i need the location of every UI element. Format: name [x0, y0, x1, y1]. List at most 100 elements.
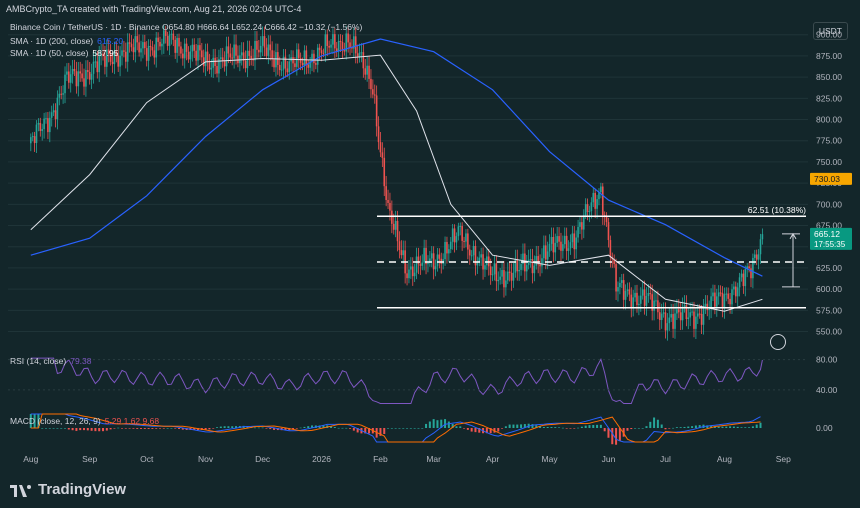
- candle-body: [265, 47, 268, 56]
- candle-body: [579, 222, 581, 227]
- candle-body: [641, 289, 644, 296]
- candle-body: [662, 312, 665, 314]
- candle-body: [182, 53, 184, 59]
- candle-body: [286, 68, 289, 73]
- macd-histogram-bar: [523, 424, 526, 428]
- candle-body: [449, 241, 452, 250]
- macd-histogram-bar: [219, 426, 222, 428]
- sma200-legend[interactable]: SMA · 1D (200, close) 615.20: [10, 36, 123, 46]
- tradingview-logo[interactable]: TradingView: [10, 481, 126, 498]
- candle-body: [98, 56, 101, 73]
- sma50-legend[interactable]: SMA · 1D (50, close) 587.95: [10, 48, 118, 58]
- macd-histogram-bar: [725, 426, 728, 428]
- candle-body: [653, 300, 655, 311]
- candle-body: [702, 307, 705, 325]
- range-arrow: [789, 232, 797, 240]
- candle-body: [307, 64, 310, 68]
- candle-body: [539, 264, 541, 267]
- macd-histogram-bar: [641, 428, 644, 429]
- candle-body: [752, 257, 754, 279]
- candle-body: [83, 78, 85, 87]
- macd-histogram-bar: [292, 428, 295, 430]
- candle-body: [619, 282, 621, 288]
- candle-body: [497, 279, 500, 282]
- candle-body: [214, 57, 216, 67]
- price-label-text: 665.12: [814, 229, 840, 239]
- time-axis[interactable]: Aug Sep Oct Nov Dec 2026 Feb Mar Apr May Jun Jul Aug…: [23, 454, 791, 464]
- macd-histogram-bar: [664, 428, 667, 430]
- macd-histogram-bar: [740, 427, 743, 428]
- candle-body: [85, 70, 87, 87]
- candle-body: [128, 42, 131, 44]
- macd-histogram-bar: [417, 428, 420, 429]
- rsi-legend-value: 79.38: [70, 356, 92, 366]
- sma-200-line: [30, 38, 763, 277]
- macd-histogram-bar: [117, 427, 120, 429]
- macd-histogram-bar: [132, 428, 135, 429]
- currency-selector[interactable]: USDT: [812, 22, 848, 40]
- candle-body: [56, 97, 59, 120]
- rsi-tick-label: 40.00: [816, 385, 838, 395]
- macd-histogram-bar: [212, 428, 215, 429]
- symbol-legend[interactable]: Binance Coin / TetherUS · 1D · Binance O…: [10, 22, 362, 32]
- macd-histogram-bar: [48, 428, 51, 429]
- candle-body: [227, 46, 230, 54]
- candle-body: [104, 56, 106, 67]
- macd-histogram-bar: [269, 428, 272, 430]
- candle-body: [672, 314, 674, 329]
- macd-histogram-bar: [330, 426, 333, 428]
- macd-histogram-bar: [227, 426, 230, 428]
- macd-histogram-bar: [710, 426, 713, 428]
- candle-body: [195, 50, 197, 61]
- macd-histogram-bar: [466, 428, 469, 430]
- candle-body: [676, 309, 678, 314]
- macd-histogram-bar: [463, 428, 466, 429]
- macd-histogram-bar: [409, 428, 412, 429]
- candle-body: [695, 316, 697, 329]
- candle-body: [406, 273, 408, 279]
- macd-signal-line: [30, 413, 761, 443]
- candle-body: [584, 204, 587, 216]
- candle-body: [736, 287, 739, 297]
- candle-body: [324, 34, 327, 54]
- macd-histogram-bar: [668, 428, 671, 429]
- candle-body: [467, 233, 469, 250]
- candle-body: [486, 256, 488, 266]
- candle-body: [280, 69, 283, 71]
- macd-histogram-bar: [109, 428, 112, 430]
- candle-body: [155, 37, 158, 58]
- event-marker-icon[interactable]: [770, 334, 786, 350]
- candle-body: [320, 50, 323, 54]
- candle-body: [598, 192, 600, 200]
- time-tick-label: Jun: [602, 454, 616, 464]
- macd-histogram-bar: [618, 428, 621, 442]
- macd-legend[interactable]: MACD (close, 12, 26, 9) 5.29 1.62 9.68: [10, 416, 159, 426]
- candle-body: [506, 271, 509, 281]
- macd-histogram-bar: [436, 420, 439, 428]
- candle-body: [501, 270, 503, 277]
- price-tick-label: 600.00: [816, 284, 842, 294]
- macd-histogram-bar: [166, 428, 169, 429]
- candle-body: [377, 126, 380, 143]
- macd-histogram-bar: [143, 428, 146, 429]
- macd-histogram-bar: [311, 425, 314, 428]
- sma-50-line: [30, 54, 763, 312]
- candle-body: [468, 249, 471, 256]
- macd-histogram-bar: [599, 424, 602, 428]
- candle-body: [318, 47, 321, 51]
- candle-body: [729, 298, 731, 305]
- rsi-legend[interactable]: RSI (14, close) 79.38: [10, 356, 92, 366]
- candle-body: [183, 43, 186, 59]
- macd-histogram-bar: [254, 427, 257, 429]
- candle-body: [670, 314, 672, 318]
- candle-body: [303, 50, 306, 66]
- candle-body: [402, 250, 405, 256]
- candle-body: [750, 268, 752, 279]
- candle-body: [392, 223, 395, 230]
- macd-histogram-bar: [577, 427, 580, 429]
- macd-histogram-bar: [98, 428, 101, 432]
- sma50-legend-label: SMA · 1D (50, close): [10, 48, 89, 58]
- candle-body: [396, 220, 399, 242]
- candle-body: [657, 300, 659, 313]
